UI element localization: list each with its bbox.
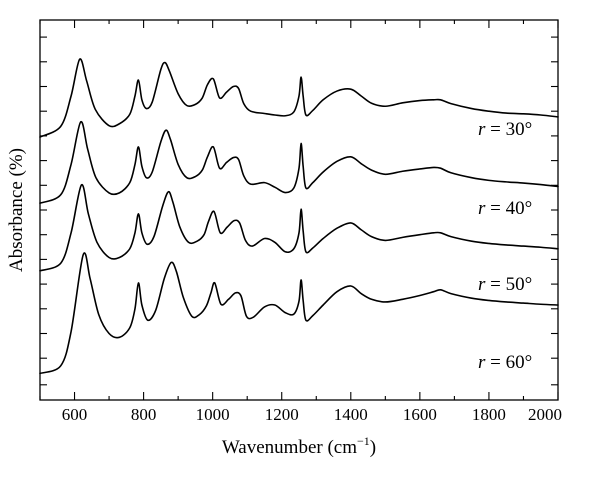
series-label-value: = 50° — [485, 274, 532, 295]
spectrum-line-2 — [39, 121, 559, 204]
spectrum-line-4 — [39, 252, 559, 375]
x-tick-label: 1800 — [472, 405, 506, 424]
spectra-group — [39, 58, 559, 375]
x-tick-label: 800 — [131, 405, 157, 424]
spectrum-line-1 — [39, 58, 559, 138]
x-tick-label: 1600 — [403, 405, 437, 424]
series-label-3: r = 50° — [478, 274, 532, 295]
x-tick-label: 1400 — [334, 405, 368, 424]
y-axis-title: Absorbance (%) — [6, 148, 27, 272]
x-tick-label: 1000 — [196, 405, 230, 424]
series-label-1: r = 30° — [478, 119, 532, 140]
plot-area: 600 800 1000 1200 1400 1600 1800 2000 r = 30°r … — [39, 19, 562, 424]
series-label-variable: r — [478, 119, 486, 140]
x-axis-title-main: Wavenumber (cm — [222, 437, 357, 458]
series-label-4: r = 60° — [478, 352, 532, 373]
x-axis-title-close: ) — [370, 437, 376, 458]
x-axis-title-superscript: −1 — [357, 434, 370, 448]
x-tick-label: 600 — [62, 405, 88, 424]
x-tick-label: 1200 — [265, 405, 299, 424]
series-label-variable: r — [478, 352, 486, 373]
series-label-variable: r — [478, 274, 486, 295]
series-label-2: r = 40° — [478, 198, 532, 219]
series-label-value: = 60° — [485, 352, 532, 373]
series-label-value: = 30° — [485, 119, 532, 140]
ticks-group — [39, 20, 559, 400]
series-label-value: = 40° — [485, 198, 532, 219]
spectrum-line-3 — [39, 184, 559, 272]
x-tick-labels: 600 800 1000 1200 1400 1600 1800 2000 — [62, 405, 562, 424]
series-label-variable: r — [478, 198, 486, 219]
x-axis-title: Wavenumber (cm−1) — [222, 434, 376, 458]
series-labels: r = 30°r = 40°r = 50°r = 60° — [478, 119, 532, 373]
x-tick-label: 2000 — [528, 405, 562, 424]
